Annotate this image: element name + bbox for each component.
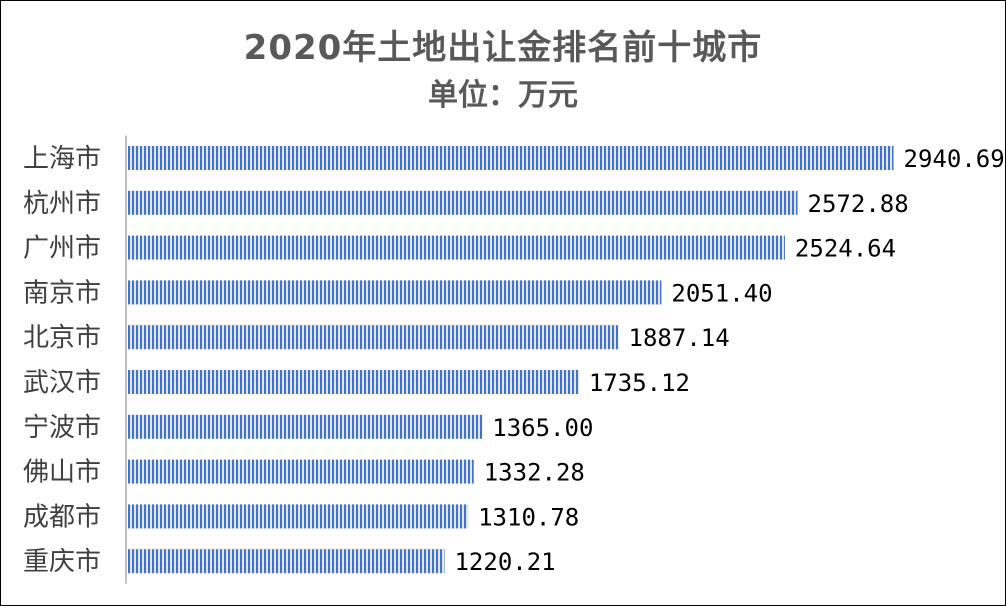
bar: [128, 190, 798, 215]
category-label: 广州市: [23, 234, 101, 264]
data-label: 1332.28: [484, 459, 585, 487]
bar: [128, 549, 445, 574]
data-label: 2051.40: [671, 279, 772, 307]
bar: [128, 280, 662, 305]
category-label: 宁波市: [23, 413, 101, 443]
data-label: 1887.14: [629, 324, 730, 352]
bar: [128, 370, 579, 394]
data-label: 1310.78: [478, 503, 579, 531]
data-label: 1735.12: [589, 369, 690, 397]
chart-title: 2020年土地出让金排名前十城市: [243, 28, 763, 68]
bar: [128, 235, 785, 260]
chart-subtitle: 单位：万元: [428, 78, 578, 113]
category-label: 重庆市: [23, 547, 101, 577]
category-label: 成都市: [23, 502, 101, 532]
data-label: 2940.69: [904, 145, 1005, 173]
category-label: 北京市: [23, 323, 101, 353]
category-label: 武汉市: [23, 368, 101, 398]
bar: [128, 459, 474, 484]
data-label: 2524.64: [795, 235, 896, 263]
category-label: 上海市: [23, 144, 101, 174]
data-label: 1220.21: [454, 548, 555, 576]
category-label: 杭州市: [23, 189, 101, 219]
data-label: 1365.00: [492, 414, 593, 442]
bar: [128, 414, 483, 439]
bar: [128, 504, 469, 529]
data-label: 2572.88: [808, 190, 909, 218]
bar: [128, 325, 619, 350]
category-label: 佛山市: [23, 458, 101, 488]
bar: [128, 146, 894, 170]
category-label: 南京市: [23, 278, 101, 308]
